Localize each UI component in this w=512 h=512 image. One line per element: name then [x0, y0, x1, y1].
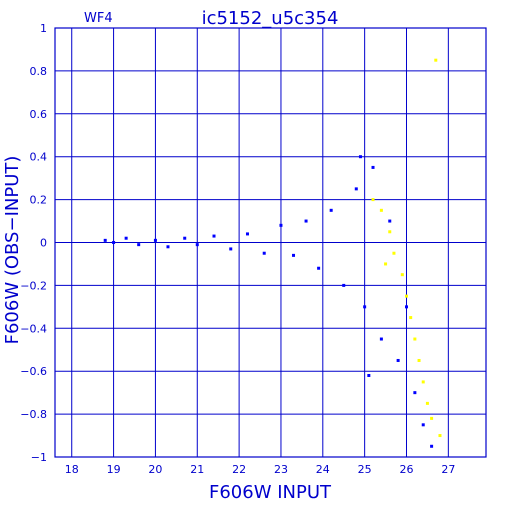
data-point-secondary: [371, 198, 375, 202]
y-tick-label: 0.8: [30, 65, 48, 78]
x-tick-label: 19: [107, 463, 121, 476]
data-point-secondary: [392, 251, 396, 255]
data-point: [342, 283, 346, 287]
data-point: [245, 232, 249, 236]
data-point: [103, 238, 107, 242]
data-point-secondary: [404, 294, 408, 298]
data-point-secondary: [438, 434, 442, 438]
data-point-secondary: [379, 208, 383, 212]
data-point-secondary: [400, 273, 404, 277]
y-axis-label: F606W (OBS−INPUT): [2, 156, 23, 345]
tick-labels: 18 19 20 21 22 23 24 25 26 27 1 0.8 0.6 0.4 0.2 0 −0.2 −0…: [20, 22, 455, 476]
y-tick-label: −1: [31, 451, 47, 464]
x-axis-label: F606W INPUT: [209, 482, 332, 503]
y-tick-label: −0.8: [20, 408, 47, 421]
data-point-secondary: [409, 316, 413, 320]
data-point: [279, 223, 283, 227]
data-point: [379, 337, 383, 341]
data-point: [404, 305, 408, 309]
x-tick-label: 22: [232, 463, 246, 476]
y-tick-label: −0.2: [20, 279, 47, 292]
data-point: [329, 208, 333, 212]
data-point: [124, 236, 128, 240]
data-point: [396, 358, 400, 362]
y-tick-label: −0.4: [20, 322, 47, 335]
x-tick-label: 18: [65, 463, 79, 476]
data-point: [388, 219, 392, 223]
data-point: [430, 444, 434, 448]
y-tick-label: 0: [40, 237, 47, 250]
data-point-secondary: [388, 230, 392, 234]
data-point-secondary: [417, 358, 421, 362]
data-point: [212, 234, 216, 238]
data-point: [363, 305, 367, 309]
data-point: [317, 266, 321, 270]
data-point: [367, 373, 371, 377]
data-point-secondary: [421, 380, 425, 384]
data-point-secondary: [413, 337, 417, 341]
data-point: [358, 155, 362, 159]
y-tick-label: 1: [40, 22, 47, 35]
data-point: [153, 238, 157, 242]
data-point: [354, 187, 358, 191]
x-tick-label: 24: [316, 463, 330, 476]
y-tick-label: 0.6: [30, 108, 48, 121]
data-point: [166, 245, 170, 249]
data-point: [421, 423, 425, 427]
data-point: [371, 165, 375, 169]
data-point: [112, 241, 116, 244]
x-tick-label: 25: [358, 463, 372, 476]
data-point: [413, 391, 417, 395]
chart-title: ic5152_u5c354: [202, 8, 339, 29]
data-point: [183, 236, 187, 240]
x-tick-label: 27: [441, 463, 455, 476]
data-point: [195, 243, 199, 247]
y-tick-label: 0.2: [30, 194, 48, 207]
x-tick-label: 23: [274, 463, 288, 476]
panel-label: WF4: [84, 11, 113, 26]
data-point-secondary: [430, 416, 434, 420]
plot-frame: [54, 27, 487, 458]
data-point: [229, 247, 233, 251]
data-point: [137, 243, 141, 247]
x-tick-label: 20: [148, 463, 162, 476]
x-tick-label: 26: [399, 463, 413, 476]
data-point-secondary: [434, 58, 438, 62]
x-tick-label: 21: [190, 463, 204, 476]
data-point: [292, 253, 296, 257]
data-point: [304, 219, 308, 223]
data-points: [103, 58, 442, 448]
data-point-secondary: [384, 262, 388, 266]
y-tick-label: 0.4: [30, 151, 48, 164]
data-point-secondary: [425, 401, 429, 405]
y-tick-label: −0.6: [20, 365, 47, 378]
data-point: [262, 251, 266, 255]
